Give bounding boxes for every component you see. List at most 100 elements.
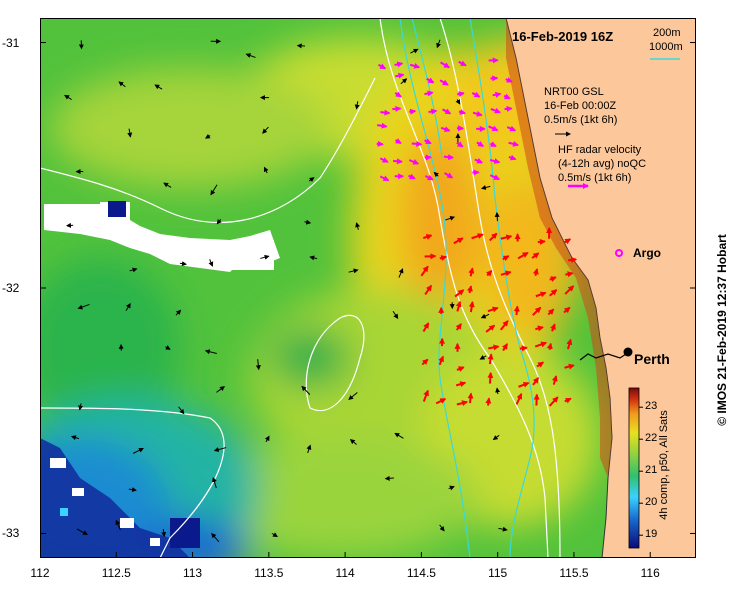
radar-arrow-magenta: [503, 93, 511, 100]
radar-arrow-red: [485, 270, 493, 277]
radar-arrow-red: [487, 353, 494, 365]
radar-arrow-red: [518, 381, 530, 388]
radar-arrow-red: [564, 238, 572, 245]
radar-arrow-magenta: [444, 172, 454, 179]
radar-arrow-magenta: [492, 91, 502, 98]
glider-arrow: [433, 171, 439, 178]
glider-arrow: [384, 475, 394, 481]
glider-arrow: [398, 268, 404, 278]
lon-tick-label: 115: [488, 566, 508, 580]
lon-tick-label: 114: [335, 566, 355, 580]
radar-arrow-magenta: [458, 108, 466, 115]
radar-arrow-magenta: [377, 122, 388, 129]
radar-arrow-magenta: [424, 138, 432, 145]
glider-arrow: [208, 259, 214, 267]
radar-arrow-magenta: [457, 91, 465, 98]
radar-arrow-red: [532, 377, 540, 386]
glider-arrow: [348, 392, 358, 400]
glider-arrow: [175, 309, 182, 316]
glider-legend-time: 16-Feb 00:00Z: [544, 100, 617, 112]
radar-arrow-magenta: [379, 157, 389, 163]
radar-arrow-red: [487, 306, 499, 313]
glider-legend-scale: 0.5m/s (1kt 6h): [544, 114, 618, 126]
radar-arrow-red: [468, 301, 475, 313]
radar-arrow-red: [435, 398, 447, 405]
isobath-200m: [40, 407, 225, 558]
lon-tick-label: 113: [182, 566, 203, 580]
lon-tick-label: 114.5: [406, 566, 436, 580]
glider-arrow: [216, 218, 222, 225]
radar-arrow-magenta: [489, 141, 497, 148]
lat-tick-label: -31: [2, 35, 20, 50]
radar-arrow-magenta: [508, 140, 520, 147]
radar-arrow-red: [536, 361, 545, 368]
lon-tick-label: 116: [640, 566, 660, 580]
glider-arrow: [165, 345, 171, 350]
radar-arrow-magenta: [392, 158, 403, 165]
radar-arrow-red: [513, 305, 520, 316]
glider-arrow: [260, 254, 270, 260]
glider-velocity-arrows: [64, 38, 508, 543]
radar-arrow-magenta: [474, 157, 483, 164]
radar-arrow-red: [455, 323, 462, 331]
glider-arrow: [479, 354, 487, 360]
glider-arrow: [348, 268, 359, 274]
radar-arrow-red: [535, 291, 547, 298]
credit-text: © IMOS 21-Feb-2019 12:37 Hobart: [715, 234, 729, 426]
colorbar-tick-label: 23: [645, 400, 658, 413]
radar-arrow-magenta: [505, 77, 513, 83]
glider-arrow: [125, 302, 131, 312]
radar-arrow-red: [422, 322, 430, 333]
argo-marker: [615, 249, 623, 257]
glider-arrow: [70, 435, 80, 441]
radar-arrow-magenta: [490, 107, 501, 114]
radar-arrow-magenta: [458, 60, 467, 67]
glider-arrow: [178, 406, 185, 415]
radar-arrow-red: [456, 400, 468, 407]
lon-tick-label: 115.5: [559, 566, 589, 580]
radar-arrow-red: [485, 324, 496, 333]
map-canvas: [40, 18, 696, 558]
radar-velocity-arrows-magenta: [376, 57, 520, 182]
sst-map[interactable]: 16-Feb-2019 16Z 200m 1000m NRT00 GSL 16-…: [40, 18, 696, 558]
glider-arrow: [439, 524, 445, 532]
glider-arrow: [179, 261, 187, 267]
colorbar-tick-label: 22: [645, 432, 658, 445]
radar-arrow-magenta: [424, 90, 434, 97]
glider-arrow: [480, 185, 491, 190]
radar-arrow-red: [546, 342, 553, 350]
glider-arrow: [494, 211, 500, 222]
glider-arrow: [204, 133, 211, 139]
radar-arrow-red: [499, 320, 509, 331]
radar-arrow-red: [487, 371, 494, 384]
radar-arrow-magenta: [411, 140, 423, 147]
glider-arrow: [480, 313, 490, 319]
coastal-warm-band: [506, 18, 612, 478]
glider-arrow: [394, 432, 404, 439]
radar-arrow-red: [550, 323, 556, 332]
radar-arrow-magenta: [442, 108, 452, 115]
glider-arrow: [498, 526, 508, 532]
glider-arrow: [309, 255, 318, 261]
radar-arrow-magenta: [377, 63, 387, 70]
radar-arrow-red: [547, 308, 555, 316]
glider-arrow: [308, 177, 315, 183]
radar-arrow-red: [456, 366, 465, 372]
radar-arrow-magenta: [408, 173, 416, 180]
radar-arrow-red: [467, 392, 474, 404]
radar-arrow-red: [500, 270, 512, 277]
glider-arrow: [211, 532, 220, 543]
radar-arrow-red: [551, 375, 558, 385]
radar-arrow-red: [534, 341, 548, 348]
radar-velocity-arrows-red: [420, 226, 578, 407]
radar-arrow-red: [454, 289, 465, 298]
colorbar-tick-label: 20: [645, 496, 658, 509]
glider-arrow: [128, 487, 137, 493]
radar-arrow-magenta: [408, 159, 420, 165]
glider-arrow: [455, 99, 461, 105]
lat-tick-label: -33: [2, 526, 20, 541]
radar-arrow-magenta: [489, 158, 501, 164]
depth-legend-1000: 1000m: [649, 41, 683, 53]
radar-arrow-magenta: [472, 110, 483, 117]
